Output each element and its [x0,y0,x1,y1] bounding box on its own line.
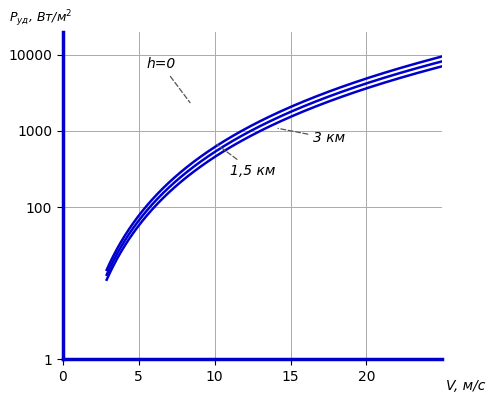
Text: $P_{уд}$, Вт/м$^2$: $P_{уд}$, Вт/м$^2$ [9,8,73,29]
Text: h=0: h=0 [147,58,190,103]
Text: 3 км: 3 км [278,128,345,145]
Text: 1,5 км: 1,5 км [217,144,275,178]
Text: V, м/с: V, м/с [446,379,486,393]
